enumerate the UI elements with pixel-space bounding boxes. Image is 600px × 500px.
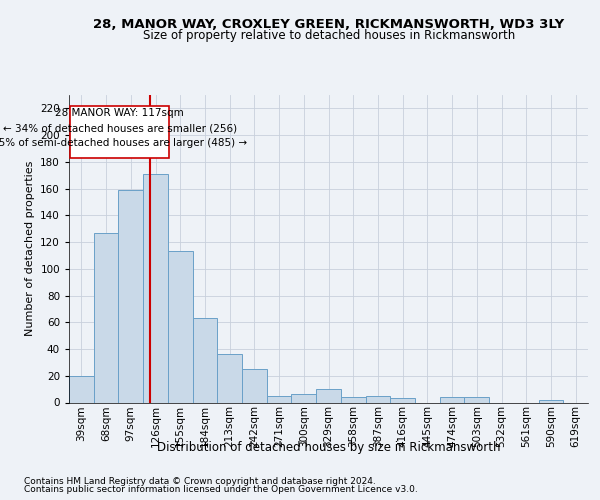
Bar	[365, 396, 390, 402]
Text: Contains public sector information licensed under the Open Government Licence v3: Contains public sector information licen…	[24, 484, 418, 494]
Bar	[94, 232, 118, 402]
Text: Size of property relative to detached houses in Rickmansworth: Size of property relative to detached ho…	[143, 29, 515, 42]
Text: 28 MANOR WAY: 117sqm: 28 MANOR WAY: 117sqm	[55, 108, 184, 118]
Bar	[217, 354, 242, 403]
Text: Contains HM Land Registry data © Crown copyright and database right 2024.: Contains HM Land Registry data © Crown c…	[24, 477, 376, 486]
Bar	[69, 376, 94, 402]
Bar	[390, 398, 415, 402]
Bar	[440, 397, 464, 402]
Bar	[316, 389, 341, 402]
Bar	[242, 369, 267, 402]
Bar	[292, 394, 316, 402]
Bar	[267, 396, 292, 402]
FancyBboxPatch shape	[70, 106, 169, 158]
Text: ← 34% of detached houses are smaller (256): ← 34% of detached houses are smaller (25…	[2, 123, 237, 133]
Bar	[464, 397, 489, 402]
Text: 28, MANOR WAY, CROXLEY GREEN, RICKMANSWORTH, WD3 3LY: 28, MANOR WAY, CROXLEY GREEN, RICKMANSWO…	[93, 18, 565, 30]
Bar	[143, 174, 168, 402]
Y-axis label: Number of detached properties: Number of detached properties	[25, 161, 35, 336]
Bar	[539, 400, 563, 402]
Bar	[341, 397, 365, 402]
Bar	[168, 252, 193, 402]
Text: 65% of semi-detached houses are larger (485) →: 65% of semi-detached houses are larger (…	[0, 138, 247, 148]
Bar	[193, 318, 217, 402]
Bar	[118, 190, 143, 402]
Text: Distribution of detached houses by size in Rickmansworth: Distribution of detached houses by size …	[157, 441, 500, 454]
